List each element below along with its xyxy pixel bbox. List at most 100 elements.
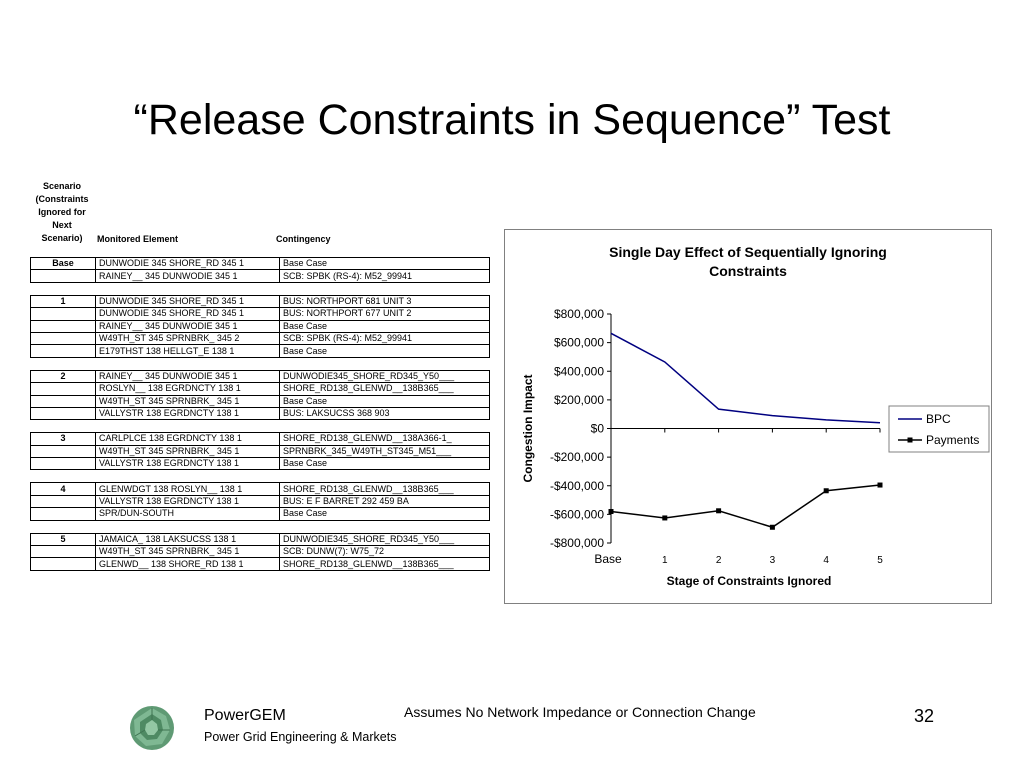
monitored-element-cell: GLENWDGT 138 ROSLYN__ 138 1 xyxy=(95,482,280,496)
scenario-cell: Base xyxy=(30,256,96,271)
contingency-cell: SHORE_RD138_GLENWD__138B365___ xyxy=(279,382,490,396)
contingency-cell: SCB: DUNW(7): W75_72 xyxy=(279,545,490,559)
contingency-cell: BUS: E F BARRET 292 459 BA xyxy=(279,494,490,509)
contingency-cell: Base Case xyxy=(279,256,490,271)
footnote: Assumes No Network Impedance or Connecti… xyxy=(404,704,756,720)
data-point-marker xyxy=(662,515,668,521)
scenario-group: 5 JAMAICA_ 138 LAKSUCSS 138 1 DUNWODIE345_… xyxy=(30,532,490,571)
header-scenario-line: Next xyxy=(52,220,72,230)
contingency-cell: Base Case xyxy=(279,457,490,471)
series-line-payments xyxy=(610,484,881,529)
scenario-group: 2 RAINEY__ 345 DUNWODIE 345 1 DUNWODIE345_… xyxy=(30,369,490,421)
contingency-cell: Base Case xyxy=(279,319,490,333)
table-row: SPR/DUN-SOUTH Base Case xyxy=(30,507,490,521)
contingency-cell: SHORE_RD138_GLENWD__138A366-1_ xyxy=(279,432,490,446)
scenario-cell xyxy=(30,545,96,559)
table-row: ROSLYN__ 138 EGRDNCTY 138 1 SHORE_RD138_G… xyxy=(30,382,490,396)
table-row: RAINEY__ 345 DUNWODIE 345 1 Base Case xyxy=(30,319,490,333)
chart-frame: Single Day Effect of Sequentially Ignori… xyxy=(504,229,992,604)
company-tagline: Power Grid Engineering & Markets xyxy=(204,730,397,744)
y-axis-title: Congestion Impact xyxy=(521,374,535,482)
table-row: 3 CARLPLCE 138 EGRDNCTY 138 1 SHORE_RD138_… xyxy=(30,432,490,446)
scenario-cell xyxy=(30,444,96,459)
series-line-bpc xyxy=(610,332,881,424)
scenario-cell xyxy=(30,557,96,571)
scenario-group: 1 DUNWODIE 345 SHORE_RD 345 1 BUS: NORTHPO… xyxy=(30,294,490,358)
contingency-cell: DUNWODIE345_SHORE_RD345_Y50___ xyxy=(279,532,490,547)
chart-title-line: Constraints xyxy=(709,263,787,279)
scenario-group-table: 2 RAINEY__ 345 DUNWODIE 345 1 DUNWODIE345_… xyxy=(30,369,490,421)
scenario-group: 4 GLENWDGT 138 ROSLYN__ 138 1 SHORE_RD138_… xyxy=(30,482,490,521)
data-point-marker xyxy=(877,482,883,488)
scenario-group-table: 5 JAMAICA_ 138 LAKSUCSS 138 1 DUNWODIE345_… xyxy=(30,532,490,571)
contingency-cell: SCB: SPBK (RS-4): M52_99941 xyxy=(279,269,490,283)
y-tick-label: $0 xyxy=(591,422,605,436)
header-contingency: Contingency xyxy=(276,234,331,244)
monitored-element-cell: DUNWODIE 345 SHORE_RD 345 1 xyxy=(95,256,280,271)
legend-label: BPC xyxy=(926,412,951,426)
contingency-cell: Base Case xyxy=(279,344,490,358)
scenario-group-table: 3 CARLPLCE 138 EGRDNCTY 138 1 SHORE_RD138_… xyxy=(30,432,490,471)
monitored-element-cell: VALLYSTR 138 EGRDNCTY 138 1 xyxy=(95,457,280,471)
scenario-group: Base DUNWODIE 345 SHORE_RD 345 1 Base Case… xyxy=(30,256,490,283)
x-tick-label: 4 xyxy=(823,555,829,566)
scenario-group-table: 1 DUNWODIE 345 SHORE_RD 345 1 BUS: NORTHPO… xyxy=(30,294,490,358)
scenario-cell: 1 xyxy=(30,294,96,309)
y-tick-label: $200,000 xyxy=(554,393,604,407)
table-row: 1 DUNWODIE 345 SHORE_RD 345 1 BUS: NORTHPO… xyxy=(30,294,490,309)
table-row: W49TH_ST 345 SPRNBRK_ 345 1 Base Case xyxy=(30,394,490,408)
scenario-cell xyxy=(30,382,96,396)
chart-title-line: Single Day Effect of Sequentially Ignori… xyxy=(609,244,887,260)
scenario-cell: 4 xyxy=(30,482,96,496)
legend-marker xyxy=(907,437,913,443)
scenario-cell xyxy=(30,457,96,471)
contingency-cell: SCB: SPBK (RS-4): M52_99941 xyxy=(279,331,490,346)
monitored-element-cell: ROSLYN__ 138 EGRDNCTY 138 1 xyxy=(95,382,280,396)
slide-title: “Release Constraints in Sequence” Test xyxy=(133,96,891,144)
monitored-element-cell: GLENWD__ 138 SHORE_RD 138 1 xyxy=(95,557,280,571)
y-tick-label: $400,000 xyxy=(554,364,604,378)
data-point-marker xyxy=(769,524,775,530)
scenario-cell xyxy=(30,406,96,421)
monitored-element-cell: CARLPLCE 138 EGRDNCTY 138 1 xyxy=(95,432,280,446)
monitored-element-cell: JAMAICA_ 138 LAKSUCSS 138 1 xyxy=(95,532,280,547)
monitored-element-cell: W49TH_ST 345 SPRNBRK_ 345 2 xyxy=(95,331,280,346)
x-axis-title: Stage of Constraints Ignored xyxy=(667,574,832,588)
table-row: VALLYSTR 138 EGRDNCTY 138 1 BUS: E F BARR… xyxy=(30,494,490,509)
y-tick-label: -$400,000 xyxy=(550,479,604,493)
table-row: W49TH_ST 345 SPRNBRK_ 345 1 SCB: DUNW(7):… xyxy=(30,545,490,559)
monitored-element-cell: E179THST 138 HELLGT_E 138 1 xyxy=(95,344,280,358)
scenario-cell xyxy=(30,307,96,321)
monitored-element-cell: VALLYSTR 138 EGRDNCTY 138 1 xyxy=(95,406,280,421)
header-scenario-line: Scenario) xyxy=(41,233,83,243)
contingency-cell: DUNWODIE345_SHORE_RD345_Y50___ xyxy=(279,369,490,384)
header-monitored-element: Monitored Element xyxy=(97,234,179,244)
table-row: DUNWODIE 345 SHORE_RD 345 1 BUS: NORTHPOR… xyxy=(30,307,490,321)
header-scenario: Scenario (Constraints Ignored for Next S… xyxy=(30,180,94,245)
data-point-marker xyxy=(608,509,614,515)
table-row: W49TH_ST 345 SPRNBRK_ 345 2 SCB: SPBK (RS… xyxy=(30,331,490,346)
scenario-cell xyxy=(30,494,96,509)
table-row: RAINEY__ 345 DUNWODIE 345 1 SCB: SPBK (RS… xyxy=(30,269,490,283)
contingency-cell: SPRNBRK_345_W49TH_ST345_M51___ xyxy=(279,444,490,459)
x-tick-label: 2 xyxy=(716,555,722,566)
header-scenario-line: Scenario xyxy=(42,181,82,191)
monitored-element-cell: W49TH_ST 345 SPRNBRK_ 345 1 xyxy=(95,444,280,459)
data-point-marker xyxy=(823,488,829,494)
scenario-cell xyxy=(30,394,96,408)
table-row: 2 RAINEY__ 345 DUNWODIE 345 1 DUNWODIE345_… xyxy=(30,369,490,384)
data-point-marker xyxy=(716,508,722,514)
monitored-element-cell: RAINEY__ 345 DUNWODIE 345 1 xyxy=(95,319,280,333)
contingency-cell: SHORE_RD138_GLENWD__138B365___ xyxy=(279,557,490,571)
contingency-cell: BUS: LAKSUCSS 368 903 xyxy=(279,406,490,421)
monitored-element-cell: W49TH_ST 345 SPRNBRK_ 345 1 xyxy=(95,394,280,408)
monitored-element-cell: W49TH_ST 345 SPRNBRK_ 345 1 xyxy=(95,545,280,559)
x-tick-label: 3 xyxy=(770,555,776,566)
legend-box xyxy=(888,405,990,453)
table-row: Base DUNWODIE 345 SHORE_RD 345 1 Base Case xyxy=(30,256,490,271)
scenario-cell xyxy=(30,331,96,346)
contingency-cell: BUS: NORTHPORT 681 UNIT 3 xyxy=(279,294,490,309)
monitored-element-cell: RAINEY__ 345 DUNWODIE 345 1 xyxy=(95,269,280,283)
scenario-cell: 5 xyxy=(30,532,96,547)
table-row: VALLYSTR 138 EGRDNCTY 138 1 Base Case xyxy=(30,457,490,471)
